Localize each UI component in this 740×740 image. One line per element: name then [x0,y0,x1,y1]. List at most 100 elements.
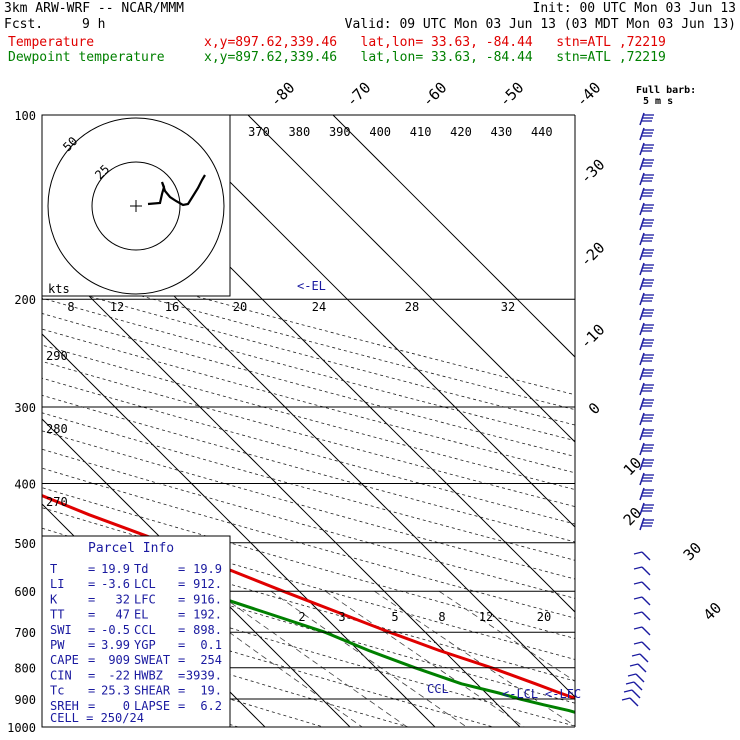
wind-barb-staff [639,457,645,471]
isotherm-label: 30 [680,539,706,565]
parcel-key: K [50,592,58,606]
mixing-ratio-bottom-label: 8 [438,610,445,624]
wind-barb-staff [639,517,645,531]
theta-label: 410 [410,125,432,139]
parcel-key: TT [50,608,64,622]
parcel-key: CCL [134,623,156,637]
isotherm-line [42,333,436,727]
wind-barb-flag [633,626,643,630]
parcel-key: CIN [50,668,72,682]
wind-barb-flag [629,663,639,667]
parcel-key: LFC [134,592,156,606]
theta-side-label: 280 [46,422,68,436]
parcel-key: = [178,592,185,606]
parcel-key: = [88,592,95,606]
wind-barb-flag [633,566,643,570]
parcel-value: 47 [116,608,130,622]
wind-barb-staff [639,653,649,663]
mixing-ratio-top-label: 28 [405,300,419,314]
parcel-key: = [88,684,95,698]
el-marker: <-EL [297,279,326,293]
wind-barb-staff [639,472,645,486]
pressure-tick-label: 300 [14,401,36,415]
parcel-key: = [178,577,185,591]
parcel-value: 912. [193,577,222,591]
wind-barb-staff [635,673,645,683]
isotherm-label: 0 [585,399,604,418]
pressure-tick-label: 600 [14,585,36,599]
isotherm-label: -50 [496,79,528,111]
parcel-key: = [88,608,95,622]
wind-barb-staff [639,262,645,276]
isotherm-label: -10 [577,321,609,353]
theta-label: 440 [531,125,553,139]
parcel-key: = [88,562,95,576]
parcel-value: 909 [108,653,130,667]
parcel-key: SWI [50,623,72,637]
parcel-key: LAPSE [134,699,170,713]
isotherm-line [162,115,575,528]
mixing-ratio-bottom-label: 3 [338,610,345,624]
parcel-key: = [178,668,185,682]
legend-temperature-info: x,y=897.62,339.46 lat,lon= 33.63, -84.44… [204,35,666,50]
dry-adiabat-line [42,297,575,442]
parcel-key: Td [134,562,148,576]
parcel-key: T [50,562,57,576]
isotherm-label: -70 [343,79,375,111]
wind-barb-staff [633,681,643,691]
mixing-ratio-top-label: 12 [110,300,124,314]
hodograph-ring-inner [91,161,181,251]
parcel-key: = [88,577,95,591]
hodograph-ring-outer [47,117,225,295]
wind-barb-staff [641,641,651,651]
barb-legend-title: Full barb: [636,85,696,96]
parcel-key: = [178,562,185,576]
parcel-key: SWEAT [134,653,170,667]
wind-barb-flag [631,653,641,657]
wind-barb-staff [641,596,651,606]
parcel-value: 19.9 [193,562,222,576]
wind-barb-staff [639,157,645,171]
pressure-tick-label: 800 [14,662,36,676]
parcel-key: = [88,623,95,637]
wind-barb-staff [641,626,651,636]
parcel-value: 0.1 [200,638,222,652]
forecast-hour: 9 h [82,17,106,32]
wind-barb-staff [639,337,645,351]
isotherm-line [77,115,575,613]
mixing-ratio-bottom-label: 12 [479,610,493,624]
parcel-value: 0 [123,699,130,713]
dry-adiabat-line [42,430,575,580]
lfc-marker: <-LFC [545,687,581,701]
theta-side-label: 290 [46,349,68,363]
lcl-marker: <-LCL [502,687,538,701]
hodograph: 25 50 kts [41,114,231,297]
parcel-value: 32 [116,592,130,606]
pressure-tick-label: 1000 [7,721,36,735]
wind-barb-staff [631,689,641,699]
legend-dewpoint-name: Dewpoint temperature [8,50,165,65]
wind-barb-staff [629,697,639,707]
parcel-value: 25.3 [101,684,130,698]
wind-barb-staff [639,307,645,321]
wind-barb-flag [633,596,643,600]
wind-barb-staff [637,663,647,673]
wind-barb-flag [633,551,643,555]
pressure-tick-label: 500 [14,537,36,551]
parcel-value: 3939. [186,668,222,682]
mixing-ratio-top-label: 8 [67,300,74,314]
legend-dewpoint-info: x,y=897.62,339.46 lat,lon= 33.63, -84.44… [204,50,666,65]
isotherm-line [42,248,521,727]
parcel-key: YGP [134,638,156,652]
dewpoint-temperature-curve [42,535,575,714]
theta-label: 370 [248,125,270,139]
mixing-ratio-top-label: 32 [501,300,515,314]
wind-barb-staff [639,352,645,366]
wind-barb-staff [639,292,645,306]
wind-barb-staff [639,442,645,456]
wind-barb-flag [633,611,643,615]
hodograph-units: kts [48,282,70,296]
pressure-tick-label: 700 [14,626,36,640]
pressure-tick-label: 400 [14,477,36,491]
parcel-value: 6.2 [200,699,222,713]
